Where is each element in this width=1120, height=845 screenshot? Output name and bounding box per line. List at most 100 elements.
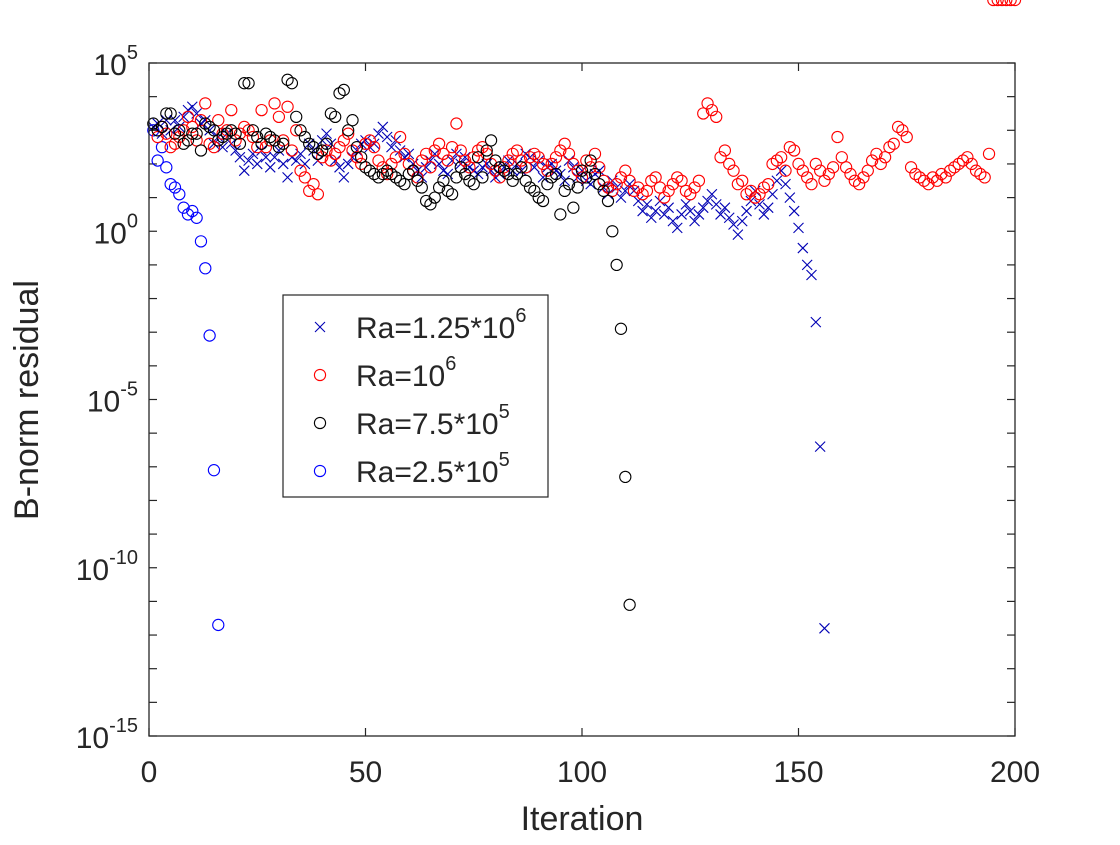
data-point xyxy=(610,177,623,191)
data-point xyxy=(610,258,623,272)
data-point xyxy=(969,164,983,177)
data-point xyxy=(762,177,775,191)
data-point xyxy=(883,140,896,154)
data-point xyxy=(164,107,177,120)
data-point xyxy=(402,167,415,181)
data-point xyxy=(311,147,325,161)
data-point xyxy=(168,181,182,194)
data-point xyxy=(385,157,398,171)
data-point xyxy=(584,161,597,174)
data-point xyxy=(493,171,506,184)
data-point xyxy=(693,209,705,220)
data-point xyxy=(650,205,661,217)
data-point xyxy=(562,177,576,191)
data-point xyxy=(640,184,654,198)
data-point xyxy=(939,171,952,184)
data-point xyxy=(965,157,978,171)
data-point xyxy=(151,124,164,137)
data-point xyxy=(935,167,948,181)
data-point xyxy=(441,184,454,198)
data-point xyxy=(204,124,216,136)
data-point xyxy=(264,161,276,173)
data-point xyxy=(614,171,628,184)
data-point xyxy=(350,151,363,164)
data-point xyxy=(861,164,874,177)
data-point xyxy=(329,147,342,161)
data-point xyxy=(666,177,680,191)
data-point xyxy=(203,137,216,150)
data-point xyxy=(333,140,346,154)
data-point xyxy=(372,171,385,184)
data-point xyxy=(151,130,164,144)
data-point xyxy=(653,181,667,194)
data-point xyxy=(173,188,186,201)
data-point xyxy=(324,154,338,167)
data-point xyxy=(216,130,229,144)
data-point xyxy=(788,144,801,157)
data-point xyxy=(186,101,198,113)
data-point xyxy=(597,184,610,198)
data-point xyxy=(234,151,246,163)
y-tick-exponent: 0 xyxy=(127,210,138,232)
data-point xyxy=(155,140,169,154)
legend-item: Ra=7.5*105 xyxy=(313,401,510,441)
data-point xyxy=(506,147,519,161)
data-point xyxy=(471,144,485,157)
data-point xyxy=(203,120,216,134)
data-point xyxy=(930,174,944,187)
data-point xyxy=(177,124,190,137)
data-point xyxy=(160,161,173,174)
data-point xyxy=(484,134,498,147)
data-point xyxy=(225,103,238,117)
data-point xyxy=(705,103,719,117)
legend-label: Ra=7.5*105 xyxy=(356,401,510,441)
data-point xyxy=(316,144,329,157)
data-point xyxy=(597,174,610,187)
data-point xyxy=(406,164,420,177)
data-point xyxy=(710,110,723,123)
data-point xyxy=(281,73,294,86)
data-point xyxy=(303,137,316,150)
data-point xyxy=(575,164,589,177)
data-point xyxy=(891,120,905,134)
data-point xyxy=(649,171,662,184)
data-point xyxy=(259,140,273,154)
data-point xyxy=(260,151,272,163)
data-point xyxy=(623,174,636,187)
data-point xyxy=(917,174,931,187)
data-point xyxy=(1000,0,1013,7)
data-point xyxy=(432,181,446,194)
data-point xyxy=(558,137,571,150)
data-point xyxy=(857,171,870,184)
data-point xyxy=(463,174,476,187)
data-point xyxy=(399,151,410,163)
legend-label-exponent: 6 xyxy=(515,305,526,327)
data-point xyxy=(272,140,286,154)
data-point xyxy=(419,194,433,208)
data-point xyxy=(380,164,394,177)
data-point xyxy=(173,130,186,144)
data-point xyxy=(160,114,172,126)
data-point xyxy=(376,167,389,181)
data-point xyxy=(190,211,203,224)
data-point xyxy=(376,161,389,174)
data-point xyxy=(285,144,299,157)
data-point xyxy=(736,215,748,227)
data-point xyxy=(242,124,255,137)
data-point xyxy=(497,161,511,174)
data-point xyxy=(809,157,822,171)
data-point xyxy=(744,184,758,198)
data-point xyxy=(723,212,735,224)
data-point xyxy=(593,177,606,191)
legend-label: Ra=1.25*106 xyxy=(356,305,526,345)
legend-marker xyxy=(314,321,326,333)
data-point xyxy=(342,124,355,137)
data-point xyxy=(229,134,242,147)
data-point xyxy=(238,120,251,134)
data-point xyxy=(290,124,303,137)
legend-marker xyxy=(313,416,327,430)
data-point xyxy=(784,192,796,203)
data-point xyxy=(169,114,181,126)
